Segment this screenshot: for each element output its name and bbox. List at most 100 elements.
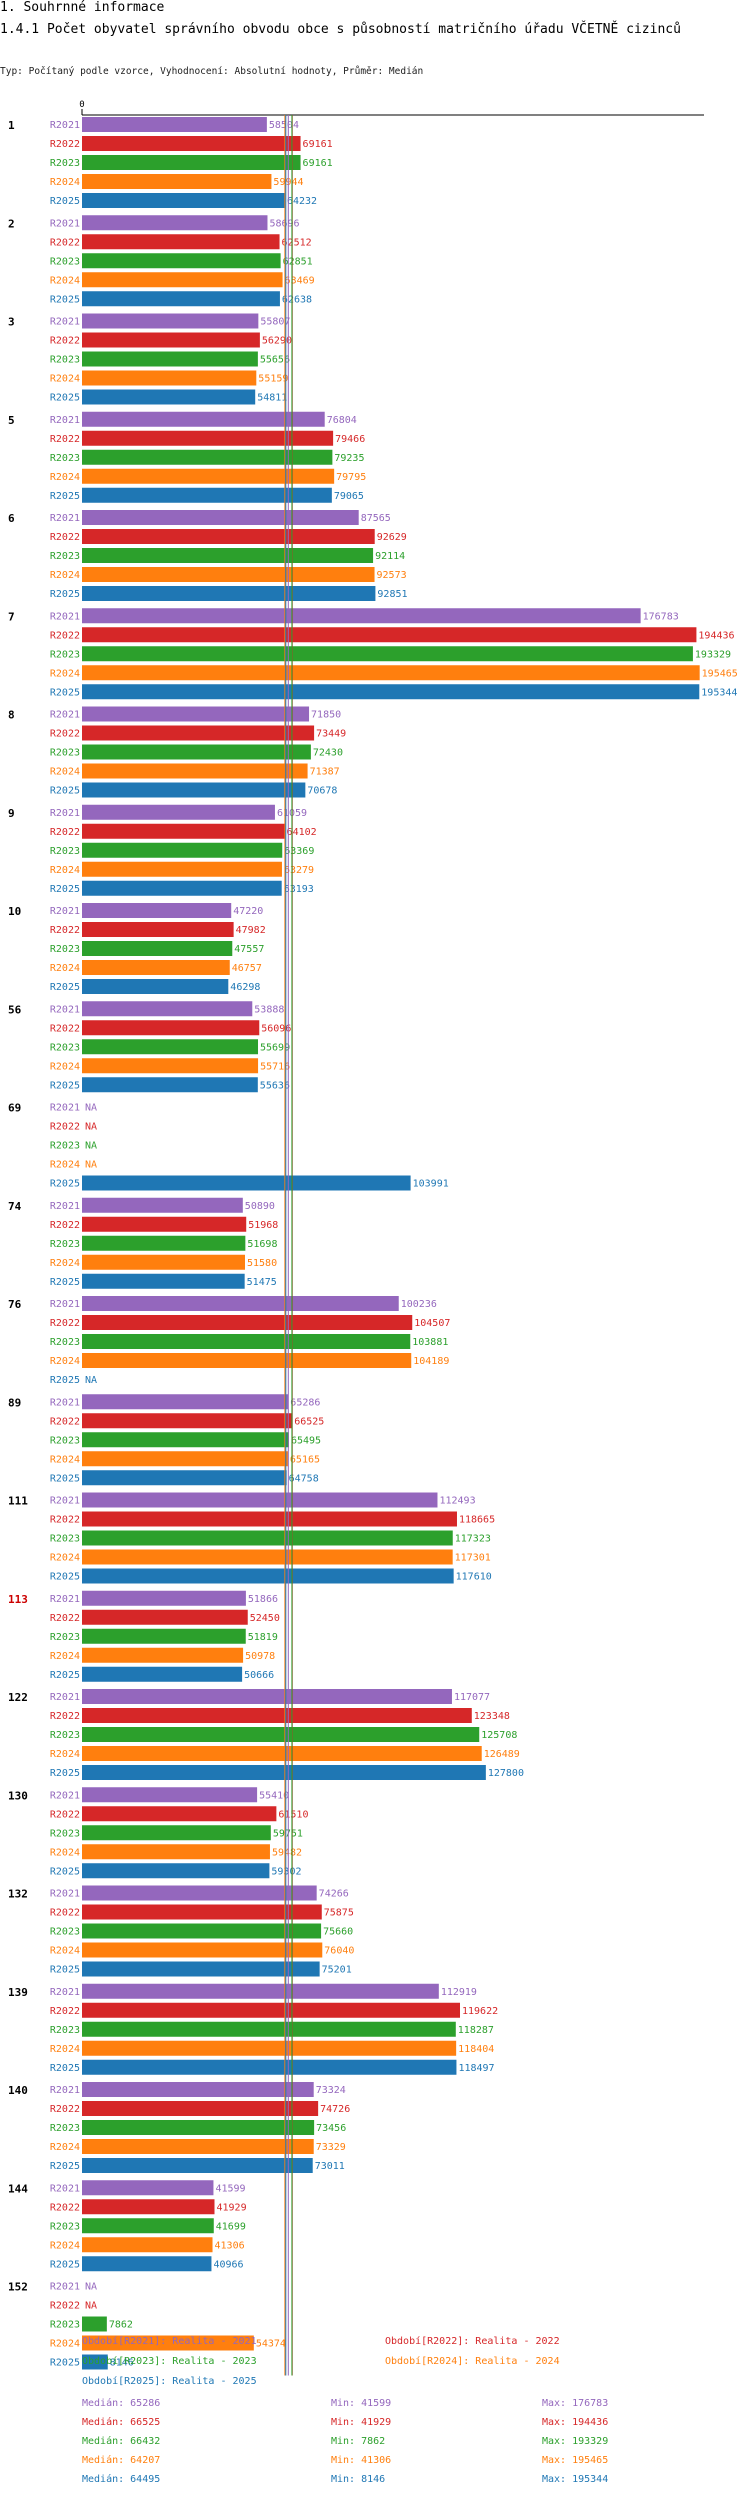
series-label: R2025 [50, 1080, 80, 1091]
data-label: 55410 [259, 1790, 289, 1801]
series-label: R2024 [50, 177, 80, 188]
series-label: R2022 [50, 1416, 80, 1427]
data-label: 61510 [278, 1809, 308, 1820]
category-label: 144 [8, 2182, 28, 2195]
bar [82, 2354, 108, 2370]
bar [82, 763, 308, 779]
series-label: R2021 [50, 710, 80, 721]
series-label: R2025 [50, 1965, 80, 1976]
data-label: 92629 [377, 532, 407, 543]
series-label: R2024 [50, 865, 80, 876]
bar [82, 313, 259, 329]
series-label: R2023 [50, 256, 80, 267]
category-label: 140 [8, 2084, 28, 2097]
series-label: R2025 [50, 491, 80, 502]
bar [82, 1863, 270, 1879]
series-label: R2024 [50, 1749, 80, 1760]
bar [82, 548, 374, 563]
series-label: R2021 [50, 513, 80, 524]
bar [82, 2082, 314, 2097]
bar [82, 1315, 413, 1330]
category-label: 130 [8, 1789, 28, 1802]
bar [82, 567, 375, 582]
data-label: 75201 [322, 1965, 352, 1976]
series-label: R2025 [50, 2063, 80, 2074]
series-label: R2022 [50, 139, 80, 150]
data-label: 104507 [414, 1318, 450, 1329]
data-label: 73329 [316, 2142, 346, 2153]
series-label: R2024 [50, 275, 80, 286]
bar [82, 684, 700, 700]
data-label: 127800 [488, 1768, 524, 1779]
bar [82, 2101, 319, 2116]
bar [82, 2180, 214, 2196]
data-label: 176783 [643, 611, 679, 622]
data-label: 62638 [282, 294, 312, 305]
data-label: 112919 [441, 1987, 477, 1998]
bar [82, 1746, 482, 1761]
data-label: 55656 [260, 355, 290, 366]
series-label: R2023 [50, 2221, 80, 2232]
bar [82, 193, 285, 208]
series-label: R2021 [50, 1889, 80, 1900]
series-label: R2024 [50, 1553, 80, 1564]
series-label: R2025 [50, 884, 80, 895]
series-label: R2022 [50, 532, 80, 543]
bar [82, 370, 257, 386]
data-label: 118404 [458, 2044, 494, 2055]
data-label: 65495 [291, 1435, 321, 1446]
data-label: 63193 [284, 884, 314, 895]
category-label: 122 [8, 1691, 28, 1704]
data-label: 65286 [290, 1397, 320, 1408]
data-label: 117301 [455, 1553, 491, 1564]
bar [82, 1394, 289, 1410]
bar [82, 725, 315, 741]
data-label: 87565 [361, 513, 391, 524]
category-label: 10 [8, 905, 21, 918]
data-label: 79466 [335, 434, 365, 445]
series-label: R2024 [50, 1061, 80, 1072]
series-label: R2025 [50, 2259, 80, 2270]
category-label: 56 [8, 1003, 22, 1016]
series-label: R2023 [50, 1534, 80, 1545]
series-label: R2022 [50, 630, 80, 641]
bar [82, 2059, 457, 2075]
series-label: R2024 [50, 1946, 80, 1957]
series-label: R2021 [50, 808, 80, 819]
bar [82, 1647, 244, 1663]
category-label: 8 [8, 709, 15, 722]
category-label: 113 [8, 1593, 28, 1606]
category-label: 7 [8, 610, 15, 623]
series-label: R2022 [50, 1122, 80, 1133]
series-label: R2025 [50, 786, 80, 797]
data-label: 50890 [245, 1201, 275, 1212]
bar [82, 136, 301, 151]
category-label: 69 [8, 1102, 21, 1115]
series-label: R2023 [50, 846, 80, 857]
bar [82, 1451, 288, 1467]
data-label: 76804 [327, 415, 357, 426]
bar [82, 1353, 412, 1368]
bar [82, 2237, 213, 2253]
data-label: 47557 [234, 944, 264, 955]
data-label: 56096 [261, 1023, 291, 1034]
bar [82, 941, 233, 956]
na-label: NA [85, 1141, 97, 1152]
bar [82, 842, 283, 858]
series-label: R2022 [50, 1613, 80, 1624]
series-label: R2021 [50, 2183, 80, 2194]
data-label: 73449 [316, 729, 346, 740]
category-label: 132 [8, 1888, 28, 1901]
series-label: R2023 [50, 748, 80, 759]
data-label: 59302 [271, 1866, 301, 1877]
bar [82, 2335, 254, 2351]
series-label: R2024 [50, 963, 80, 974]
series-label: R2024 [50, 767, 80, 778]
data-label: 53888 [254, 1004, 284, 1015]
series-label: R2022 [50, 2301, 80, 2312]
category-label: 74 [8, 1200, 22, 1213]
series-label: R2023 [50, 1632, 80, 1643]
bar [82, 215, 268, 231]
series-label: R2022 [50, 729, 80, 740]
